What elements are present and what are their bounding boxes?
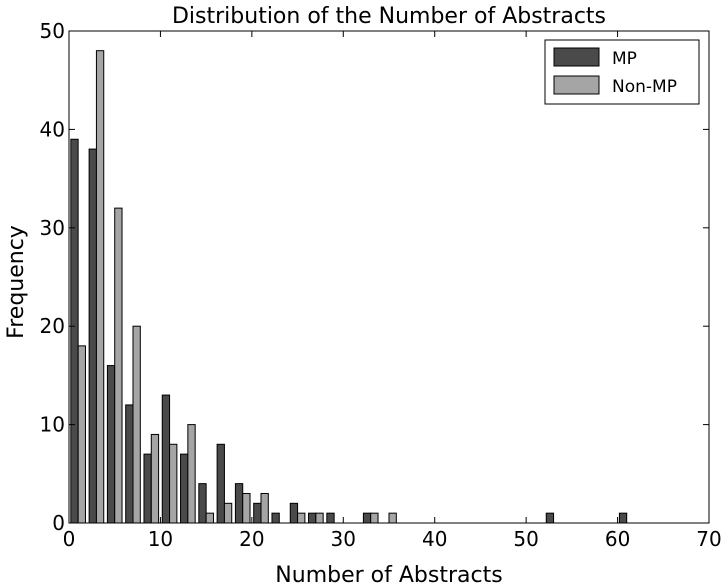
bar-mp-bin-10 bbox=[161, 394, 171, 524]
y-tick-label: 30 bbox=[40, 216, 65, 240]
legend-label-non-mp: Non-MP bbox=[612, 77, 677, 97]
bar-mp-bin-6 bbox=[125, 404, 134, 524]
bar-non-mp-bin-4 bbox=[114, 207, 123, 524]
y-axis-label: Frequency bbox=[4, 225, 29, 339]
bar-non-mp-bin-26 bbox=[315, 512, 324, 524]
bar-non-mp-bin-34 bbox=[388, 512, 397, 524]
bar-mp-bin-16 bbox=[216, 443, 225, 524]
bar-mp-bin-26 bbox=[308, 512, 317, 524]
y-tick-label: 0 bbox=[52, 511, 65, 535]
bar-non-mp-bin-6 bbox=[132, 325, 141, 524]
x-tick-label: 20 bbox=[239, 527, 264, 551]
bar-mp-bin-60 bbox=[618, 512, 628, 524]
bar-mp-bin-0 bbox=[70, 138, 79, 524]
x-tick-label: 60 bbox=[605, 527, 630, 551]
bar-non-mp-bin-32 bbox=[370, 512, 379, 524]
bar-mp-bin-14 bbox=[198, 483, 207, 524]
x-tick-label: 70 bbox=[696, 527, 721, 551]
x-tick-label: 50 bbox=[513, 527, 538, 551]
bars-group bbox=[70, 50, 628, 524]
bar-non-mp-bin-20 bbox=[260, 492, 269, 524]
bar-non-mp-bin-16 bbox=[223, 502, 233, 524]
bar-non-mp-bin-12 bbox=[187, 424, 196, 524]
bar-non-mp-bin-2 bbox=[95, 50, 105, 524]
bar-non-mp-bin-18 bbox=[242, 492, 251, 524]
chart-title: Distribution of the Number of Abstracts bbox=[172, 4, 606, 29]
legend: MP Non-MP bbox=[544, 39, 700, 105]
bar-mp-bin-32 bbox=[362, 512, 372, 524]
bar-non-mp-bin-8 bbox=[150, 433, 160, 524]
legend-swatch-non-mp bbox=[553, 75, 600, 95]
y-tick-label: 40 bbox=[40, 117, 65, 141]
bar-non-mp-bin-14 bbox=[205, 512, 214, 524]
y-tick-label: 10 bbox=[40, 413, 65, 437]
bar-non-mp-bin-10 bbox=[169, 443, 178, 524]
bar-mp-bin-18 bbox=[234, 483, 244, 524]
bar-mp-bin-20 bbox=[253, 502, 262, 524]
bar-non-mp-bin-24 bbox=[297, 512, 306, 524]
bar-mp-bin-8 bbox=[143, 453, 152, 524]
ticks-group: 0 10 20 30 40 50 60 70 0 10 20 30 40 50 bbox=[40, 19, 722, 551]
bar-mp-bin-12 bbox=[180, 453, 189, 524]
bar-mp-bin-22 bbox=[271, 512, 280, 524]
bar-mp-bin-24 bbox=[289, 502, 299, 524]
bar-mp-bin-52 bbox=[545, 512, 555, 524]
bar-mp-bin-28 bbox=[326, 512, 335, 524]
x-tick-label: 40 bbox=[422, 527, 447, 551]
x-tick-label: 10 bbox=[148, 527, 173, 551]
x-axis-label: Number of Abstracts bbox=[275, 563, 502, 586]
bar-non-mp-bin-0 bbox=[77, 345, 86, 524]
x-tick-label: 30 bbox=[331, 527, 356, 551]
bar-mp-bin-2 bbox=[88, 148, 97, 524]
bar-mp-bin-4 bbox=[106, 365, 116, 524]
y-tick-label: 50 bbox=[40, 19, 65, 43]
plot-frame bbox=[68, 30, 710, 524]
y-tick-label: 20 bbox=[40, 314, 65, 338]
legend-swatch-mp bbox=[553, 47, 600, 67]
legend-label-mp: MP bbox=[612, 49, 637, 69]
x-tick-label: 0 bbox=[63, 527, 76, 551]
